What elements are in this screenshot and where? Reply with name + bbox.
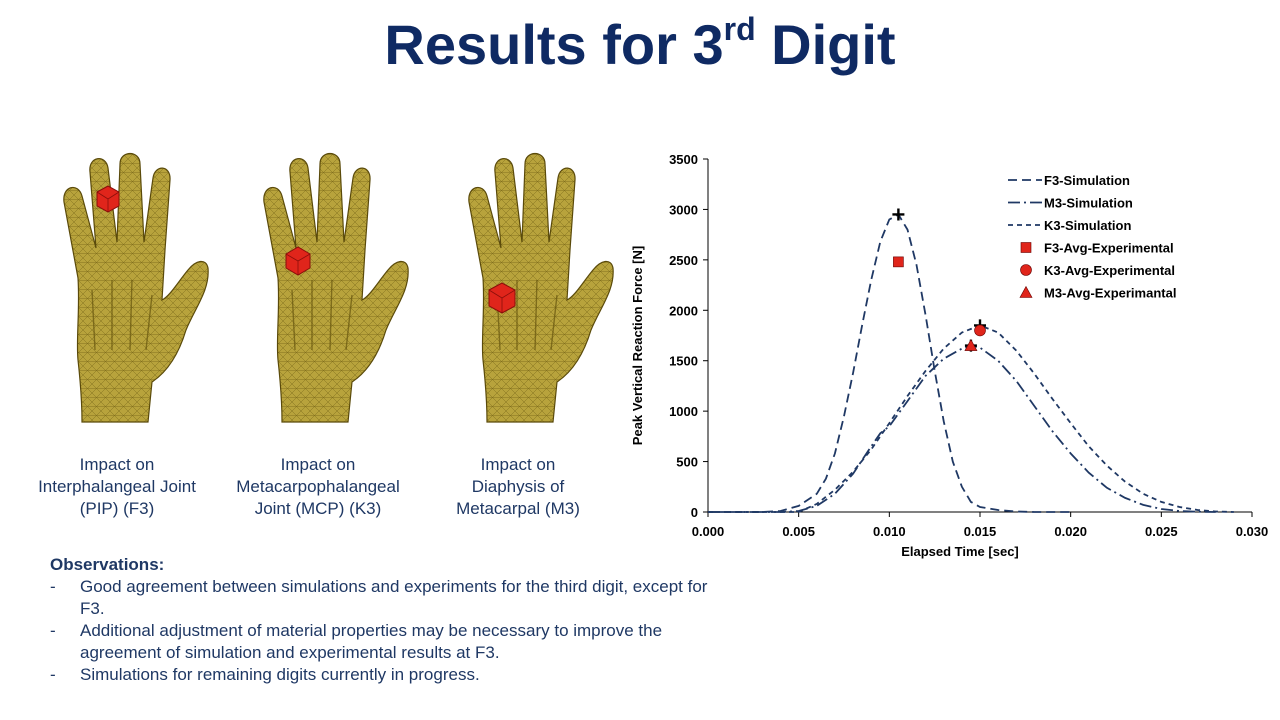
experimental-marker-m3-avg-experimantal — [964, 338, 978, 351]
legend-entry: F3-Avg-Experimental — [1044, 241, 1174, 256]
peak-marker — [892, 208, 905, 221]
title-main: Results for 3 — [384, 13, 724, 76]
caption-k3: Impact on Metacarpophalangeal Joint (MCP… — [236, 455, 400, 518]
observation-item: - Additional adjustment of material prope… — [50, 621, 663, 662]
legend-marker — [1020, 242, 1032, 253]
caption-f3: Impact on Interphalangeal Joint (PIP) (F… — [38, 455, 196, 518]
x-tick-label: 0.020 — [1054, 524, 1087, 539]
experimental-marker-k3-avg-experimental — [974, 324, 986, 337]
y-axis-label: Peak Vertical Reaction Force [N] — [630, 246, 645, 445]
observation-item: - Simulations for remaining digits curren… — [50, 665, 480, 684]
legend-entry: M3-Avg-Experimantal — [1044, 286, 1176, 301]
y-tick-label: 3000 — [669, 202, 698, 217]
experimental-marker-f3-avg-experimental — [893, 256, 904, 268]
y-tick-label: 500 — [676, 455, 698, 470]
legend-entry: K3-Avg-Experimental — [1044, 263, 1175, 278]
x-tick-label: 0.015 — [964, 524, 997, 539]
legend-entry: F3-Simulation — [1044, 173, 1130, 188]
x-tick-label: 0.005 — [782, 524, 815, 539]
y-tick-label: 2500 — [669, 253, 698, 268]
legend-marker — [1019, 285, 1033, 298]
x-tick-label: 0.010 — [873, 524, 906, 539]
force-time-chart: 0 500 1000 1500 2000 2500 3000 3500 0.000 0.005 0.… — [630, 152, 1269, 559]
y-tick-label: 1500 — [669, 354, 698, 369]
legend-marker — [1020, 264, 1032, 276]
observation-item: - Good agreement between simulations and … — [50, 577, 708, 618]
impactor-icon — [96, 185, 120, 213]
hand-model-k3 — [220, 150, 410, 425]
observations-heading: Observations: — [50, 555, 165, 574]
x-tick-label: 0.000 — [692, 524, 725, 539]
hand-model-f3 — [20, 150, 210, 425]
caption-m3: Impact on Diaphysis of Metacarpal (M3) — [456, 455, 580, 518]
legend-entry: M3-Simulation — [1044, 196, 1133, 211]
y-tick-label: 0 — [691, 505, 698, 520]
y-tick-label: 2000 — [669, 303, 698, 318]
y-tick-label: 3500 — [669, 152, 698, 167]
x-tick-label: 0.025 — [1145, 524, 1178, 539]
x-tick-label: 0.030 — [1236, 524, 1269, 539]
hand-model-m3 — [425, 150, 615, 425]
series-line-k3-simulation — [708, 324, 1234, 513]
y-tick-label: 1000 — [669, 404, 698, 419]
legend-entry: K3-Simulation — [1044, 218, 1131, 233]
impactor-icon — [488, 282, 516, 314]
title-superscript: rd — [723, 11, 756, 48]
x-axis-label: Elapsed Time [sec] — [901, 544, 1019, 559]
impactor-icon — [285, 246, 311, 276]
series-line-f3-simulation — [708, 213, 1071, 513]
title-end: Digit — [755, 13, 896, 76]
observations: Observations: - Good agreement between si… — [50, 555, 710, 686]
slide-title: Results for 3rd Digit — [0, 11, 1280, 77]
